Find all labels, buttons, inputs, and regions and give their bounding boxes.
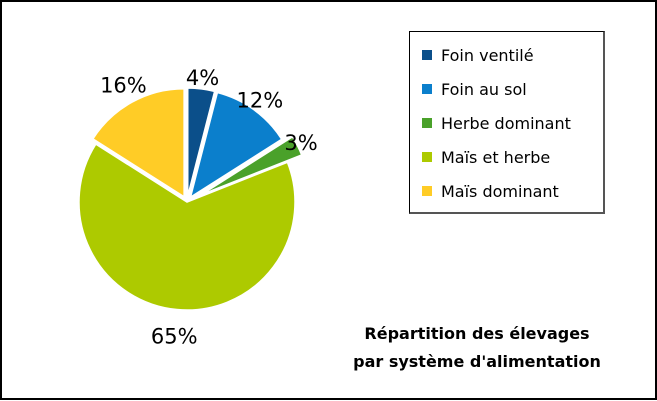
legend-swatch xyxy=(422,50,432,60)
legend-item-foin-au-sol: Foin au sol xyxy=(422,77,527,101)
legend-item-mais-et-herbe: Maïs et herbe xyxy=(422,145,550,169)
legend-label: Maïs et herbe xyxy=(441,147,551,167)
pie-label-mais-dominant: 16% xyxy=(100,73,147,97)
pie-slice-mais-dominant xyxy=(91,87,185,199)
pie-slice-mais-et-herbe xyxy=(78,143,296,311)
legend-label: Foin au sol xyxy=(441,79,527,99)
pie-label-foin-ventile: 4% xyxy=(186,66,219,90)
pie-label-foin-au-sol: 12% xyxy=(237,89,284,113)
chart-title-line-1: Répartition des élevages xyxy=(364,324,590,343)
legend-swatch xyxy=(422,84,432,94)
legend-label: Maïs dominant xyxy=(441,181,559,201)
legend-item-herbe-dominant: Herbe dominant xyxy=(422,111,571,135)
legend-swatch xyxy=(422,186,432,196)
pie-label-herbe-dominant: 3% xyxy=(284,131,317,155)
legend-item-foin-ventile: Foin ventilé xyxy=(422,43,534,67)
legend-label: Herbe dominant xyxy=(441,113,571,133)
legend-label: Foin ventilé xyxy=(441,45,534,65)
pie-slice-foin-au-sol xyxy=(189,91,283,199)
legend-swatch xyxy=(422,152,432,162)
chart-title-line-2: par système d'alimentation xyxy=(353,352,601,371)
pie-slice-herbe-dominant xyxy=(200,135,303,196)
chart-title: Répartition des élevages par système d'a… xyxy=(322,320,632,376)
legend-swatch xyxy=(422,118,432,128)
legend-item-mais-dominant: Maïs dominant xyxy=(422,179,559,203)
pie-slice-foin-ventile xyxy=(187,87,216,197)
legend: Foin ventilé Foin au sol Herbe dominant … xyxy=(409,31,605,214)
pie-label-mais-et-herbe: 65% xyxy=(151,324,198,348)
